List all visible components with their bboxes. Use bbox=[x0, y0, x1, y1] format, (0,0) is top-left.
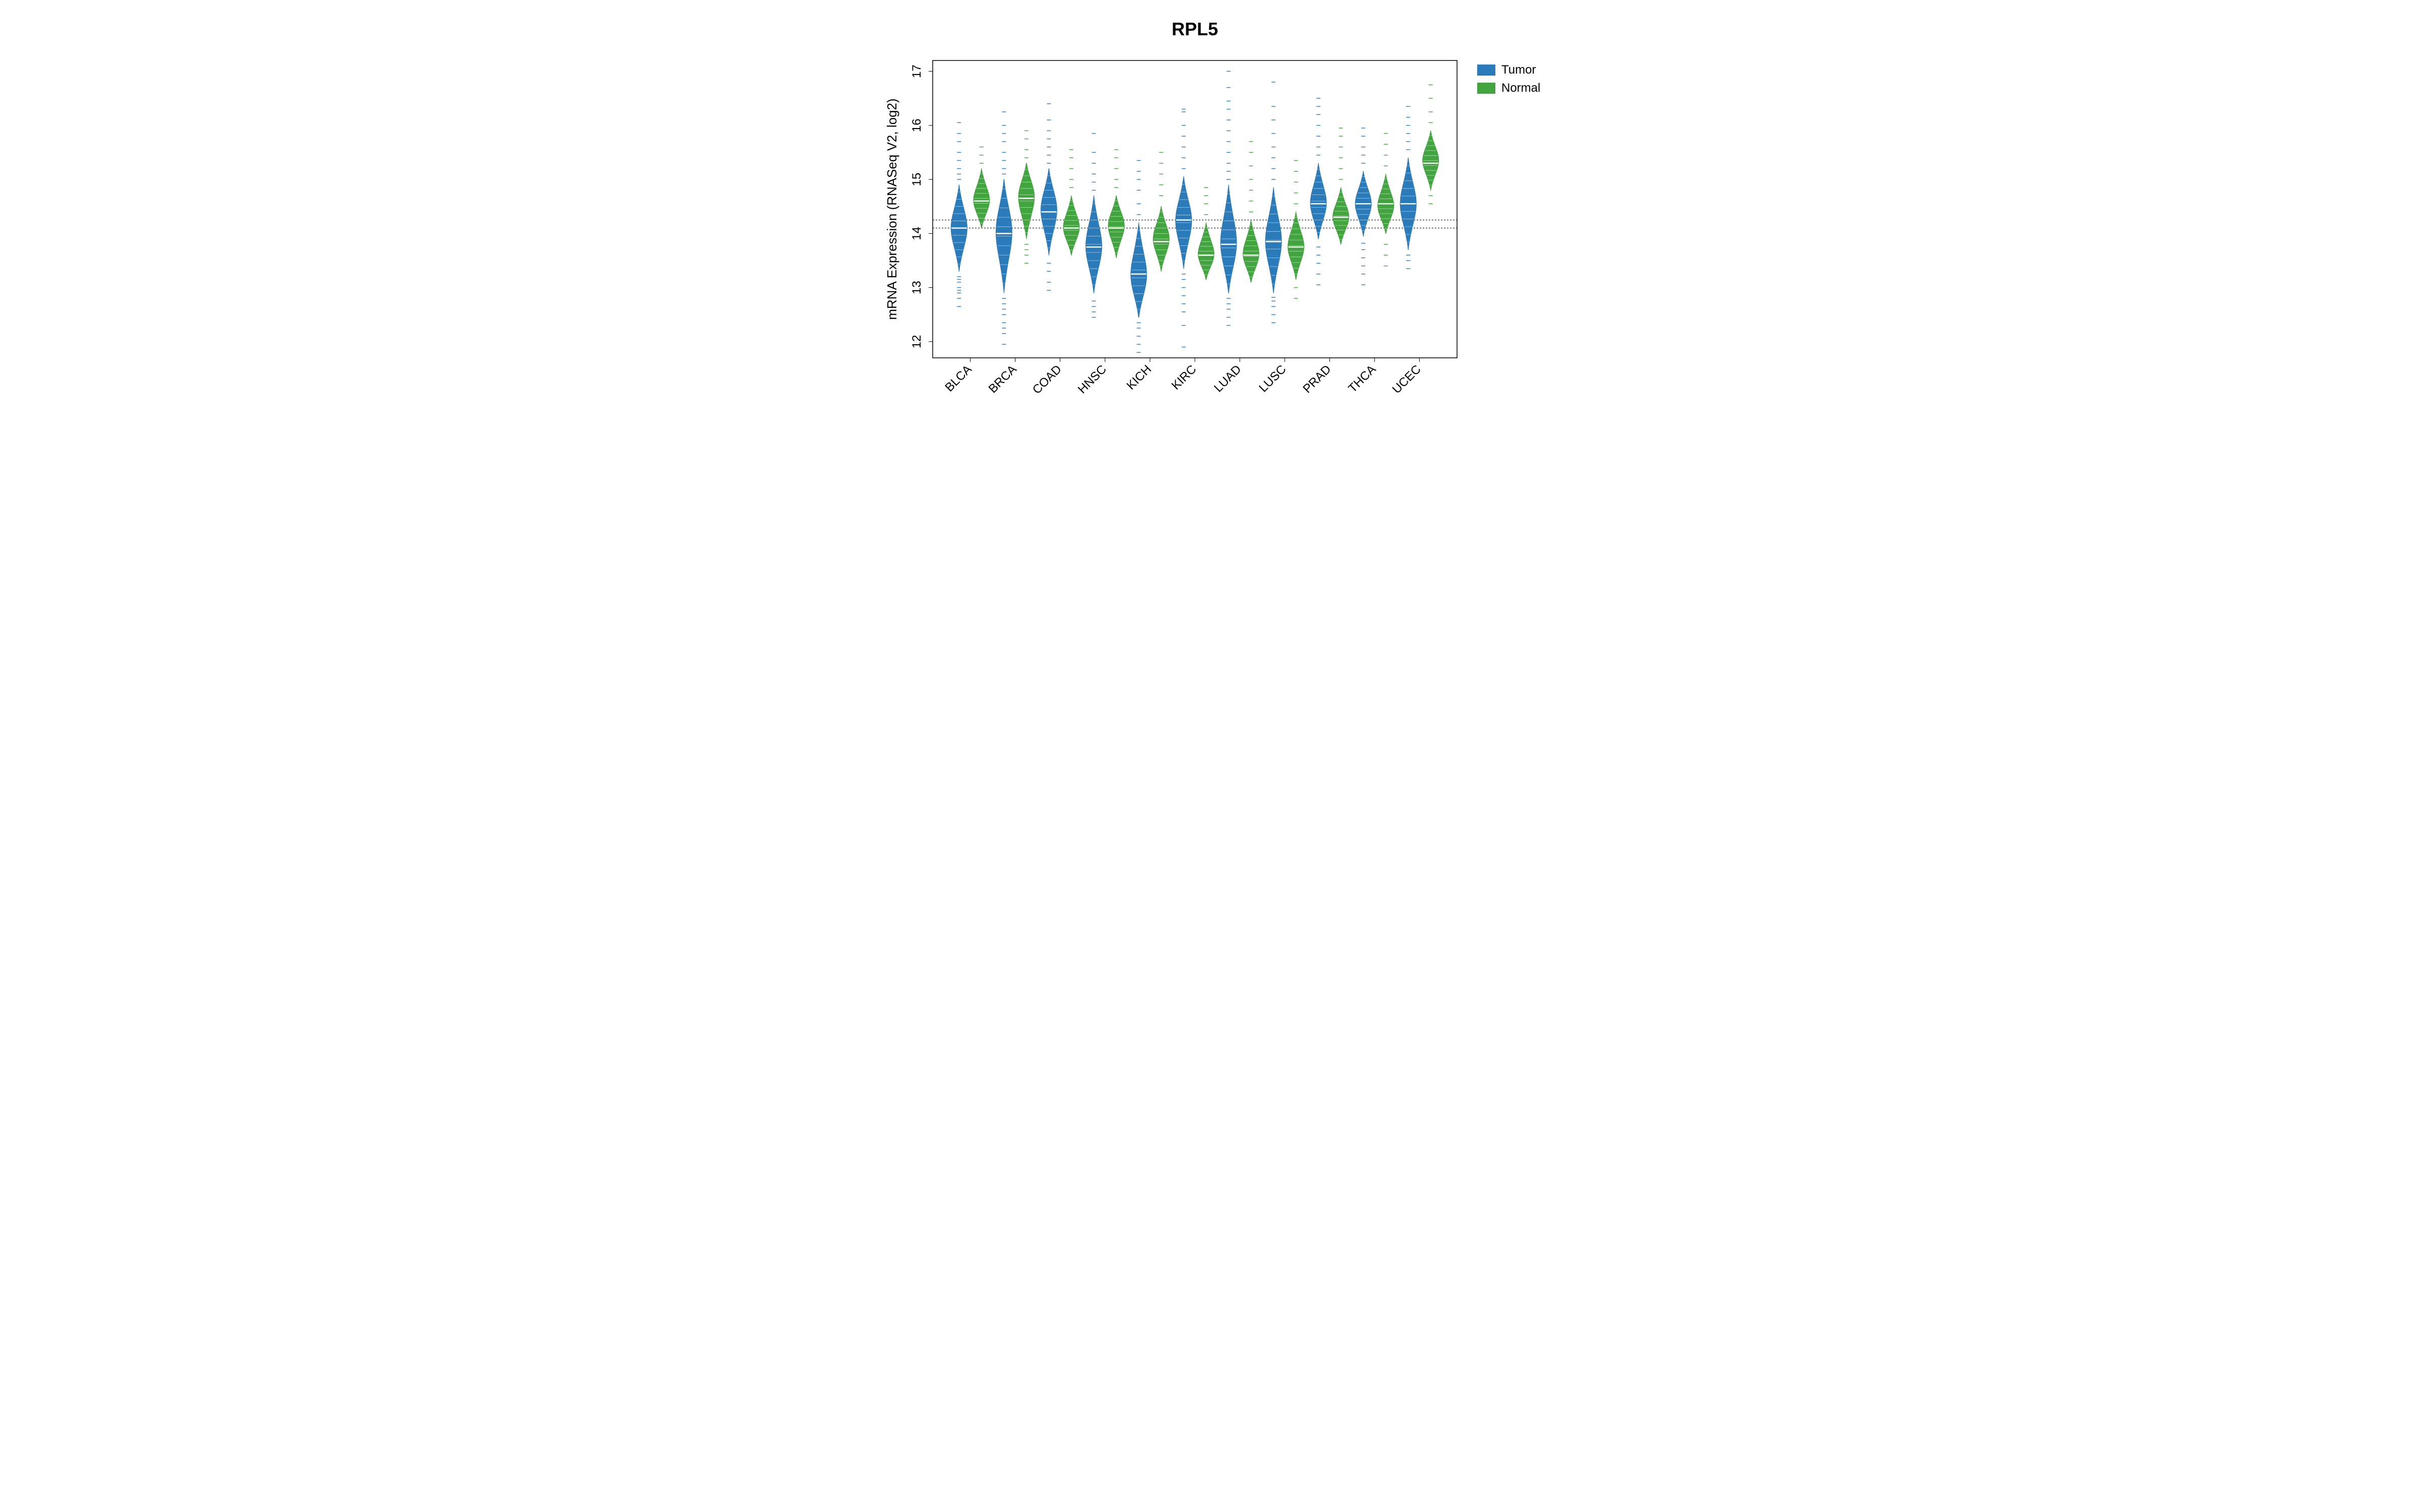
x-tick-label: LUAD bbox=[1212, 362, 1244, 395]
y-tick-label: 12 bbox=[910, 335, 924, 348]
x-tick-label: KIRC bbox=[1169, 362, 1199, 393]
x-tick-label: UCEC bbox=[1390, 362, 1424, 396]
y-tick-label: 16 bbox=[910, 118, 924, 132]
x-tick-label: HNSC bbox=[1075, 362, 1109, 396]
y-tick-label: 17 bbox=[910, 65, 924, 78]
y-axis-label: mRNA Expression (RNASeq V2, log2) bbox=[884, 98, 899, 320]
y-tick-label: 13 bbox=[910, 281, 924, 294]
chart-container: RPL5 12 13 14 15 16 17 mRNA Expression (RNASeq … bbox=[847, 0, 1573, 454]
y-tick-label: 15 bbox=[910, 173, 924, 186]
x-tick-label: BRCA bbox=[986, 362, 1019, 396]
y-tick-label: 14 bbox=[910, 227, 924, 240]
x-tick-label: COAD bbox=[1030, 362, 1064, 397]
legend-label: Tumor bbox=[1501, 63, 1536, 77]
x-tick-label: PRAD bbox=[1300, 362, 1334, 396]
x-tick-label: LUSC bbox=[1256, 362, 1289, 395]
x-tick-label: BLCA bbox=[942, 362, 974, 394]
legend-swatch bbox=[1477, 83, 1495, 94]
chart-title: RPL5 bbox=[1172, 19, 1218, 39]
x-tick-label: KICH bbox=[1124, 362, 1155, 393]
legend-label: Normal bbox=[1501, 81, 1540, 95]
x-tick-label: THCA bbox=[1346, 362, 1378, 395]
legend-swatch bbox=[1477, 65, 1495, 76]
chart-svg: RPL5 12 13 14 15 16 17 mRNA Expression (RNASeq … bbox=[847, 0, 1573, 454]
